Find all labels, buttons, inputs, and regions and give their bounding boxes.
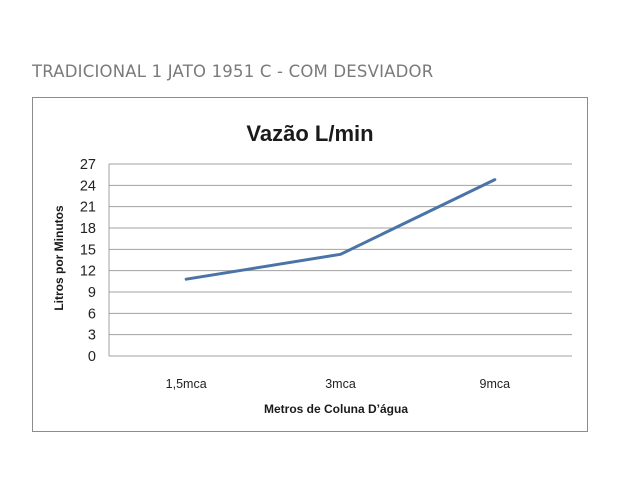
- x-axis-category-labels: 1,5mca 3mca 9mca: [166, 377, 510, 391]
- y-tick-label: 15: [80, 242, 96, 258]
- y-tick-label: 24: [80, 178, 96, 194]
- series-line-0: [184, 178, 497, 281]
- series-layer: [184, 178, 497, 281]
- y-tick-label: 0: [88, 349, 96, 365]
- y-tick-label: 3: [88, 328, 96, 344]
- chart-frame: Vazão L/min 0 3 6 9 12 15 18 21 24 27 1,5mca 3mca 9…: [32, 97, 588, 432]
- chart-title: Vazão L/min: [246, 121, 373, 146]
- x-category-label: 9mca: [480, 377, 511, 391]
- page-heading: TRADICIONAL 1 JATO 1951 C - COM DESVIADO…: [32, 62, 434, 81]
- y-tick-label: 21: [80, 200, 96, 216]
- y-axis-tick-labels: 0 3 6 9 12 15 18 21 24 27: [80, 157, 96, 365]
- y-tick-label: 18: [80, 221, 96, 237]
- y-axis-title: Litros por Minutos: [52, 205, 66, 311]
- line-chart: Vazão L/min 0 3 6 9 12 15 18 21 24 27 1,5mca 3mca 9…: [52, 121, 572, 416]
- gridlines: [108, 163, 572, 357]
- y-tick-label: 6: [88, 306, 96, 322]
- x-axis-title: Metros de Coluna D’água: [264, 402, 408, 416]
- x-category-label: 3mca: [325, 377, 356, 391]
- y-tick-label: 12: [80, 264, 96, 280]
- x-category-label: 1,5mca: [166, 377, 207, 391]
- y-tick-label: 27: [80, 157, 96, 173]
- y-tick-label: 9: [88, 285, 96, 301]
